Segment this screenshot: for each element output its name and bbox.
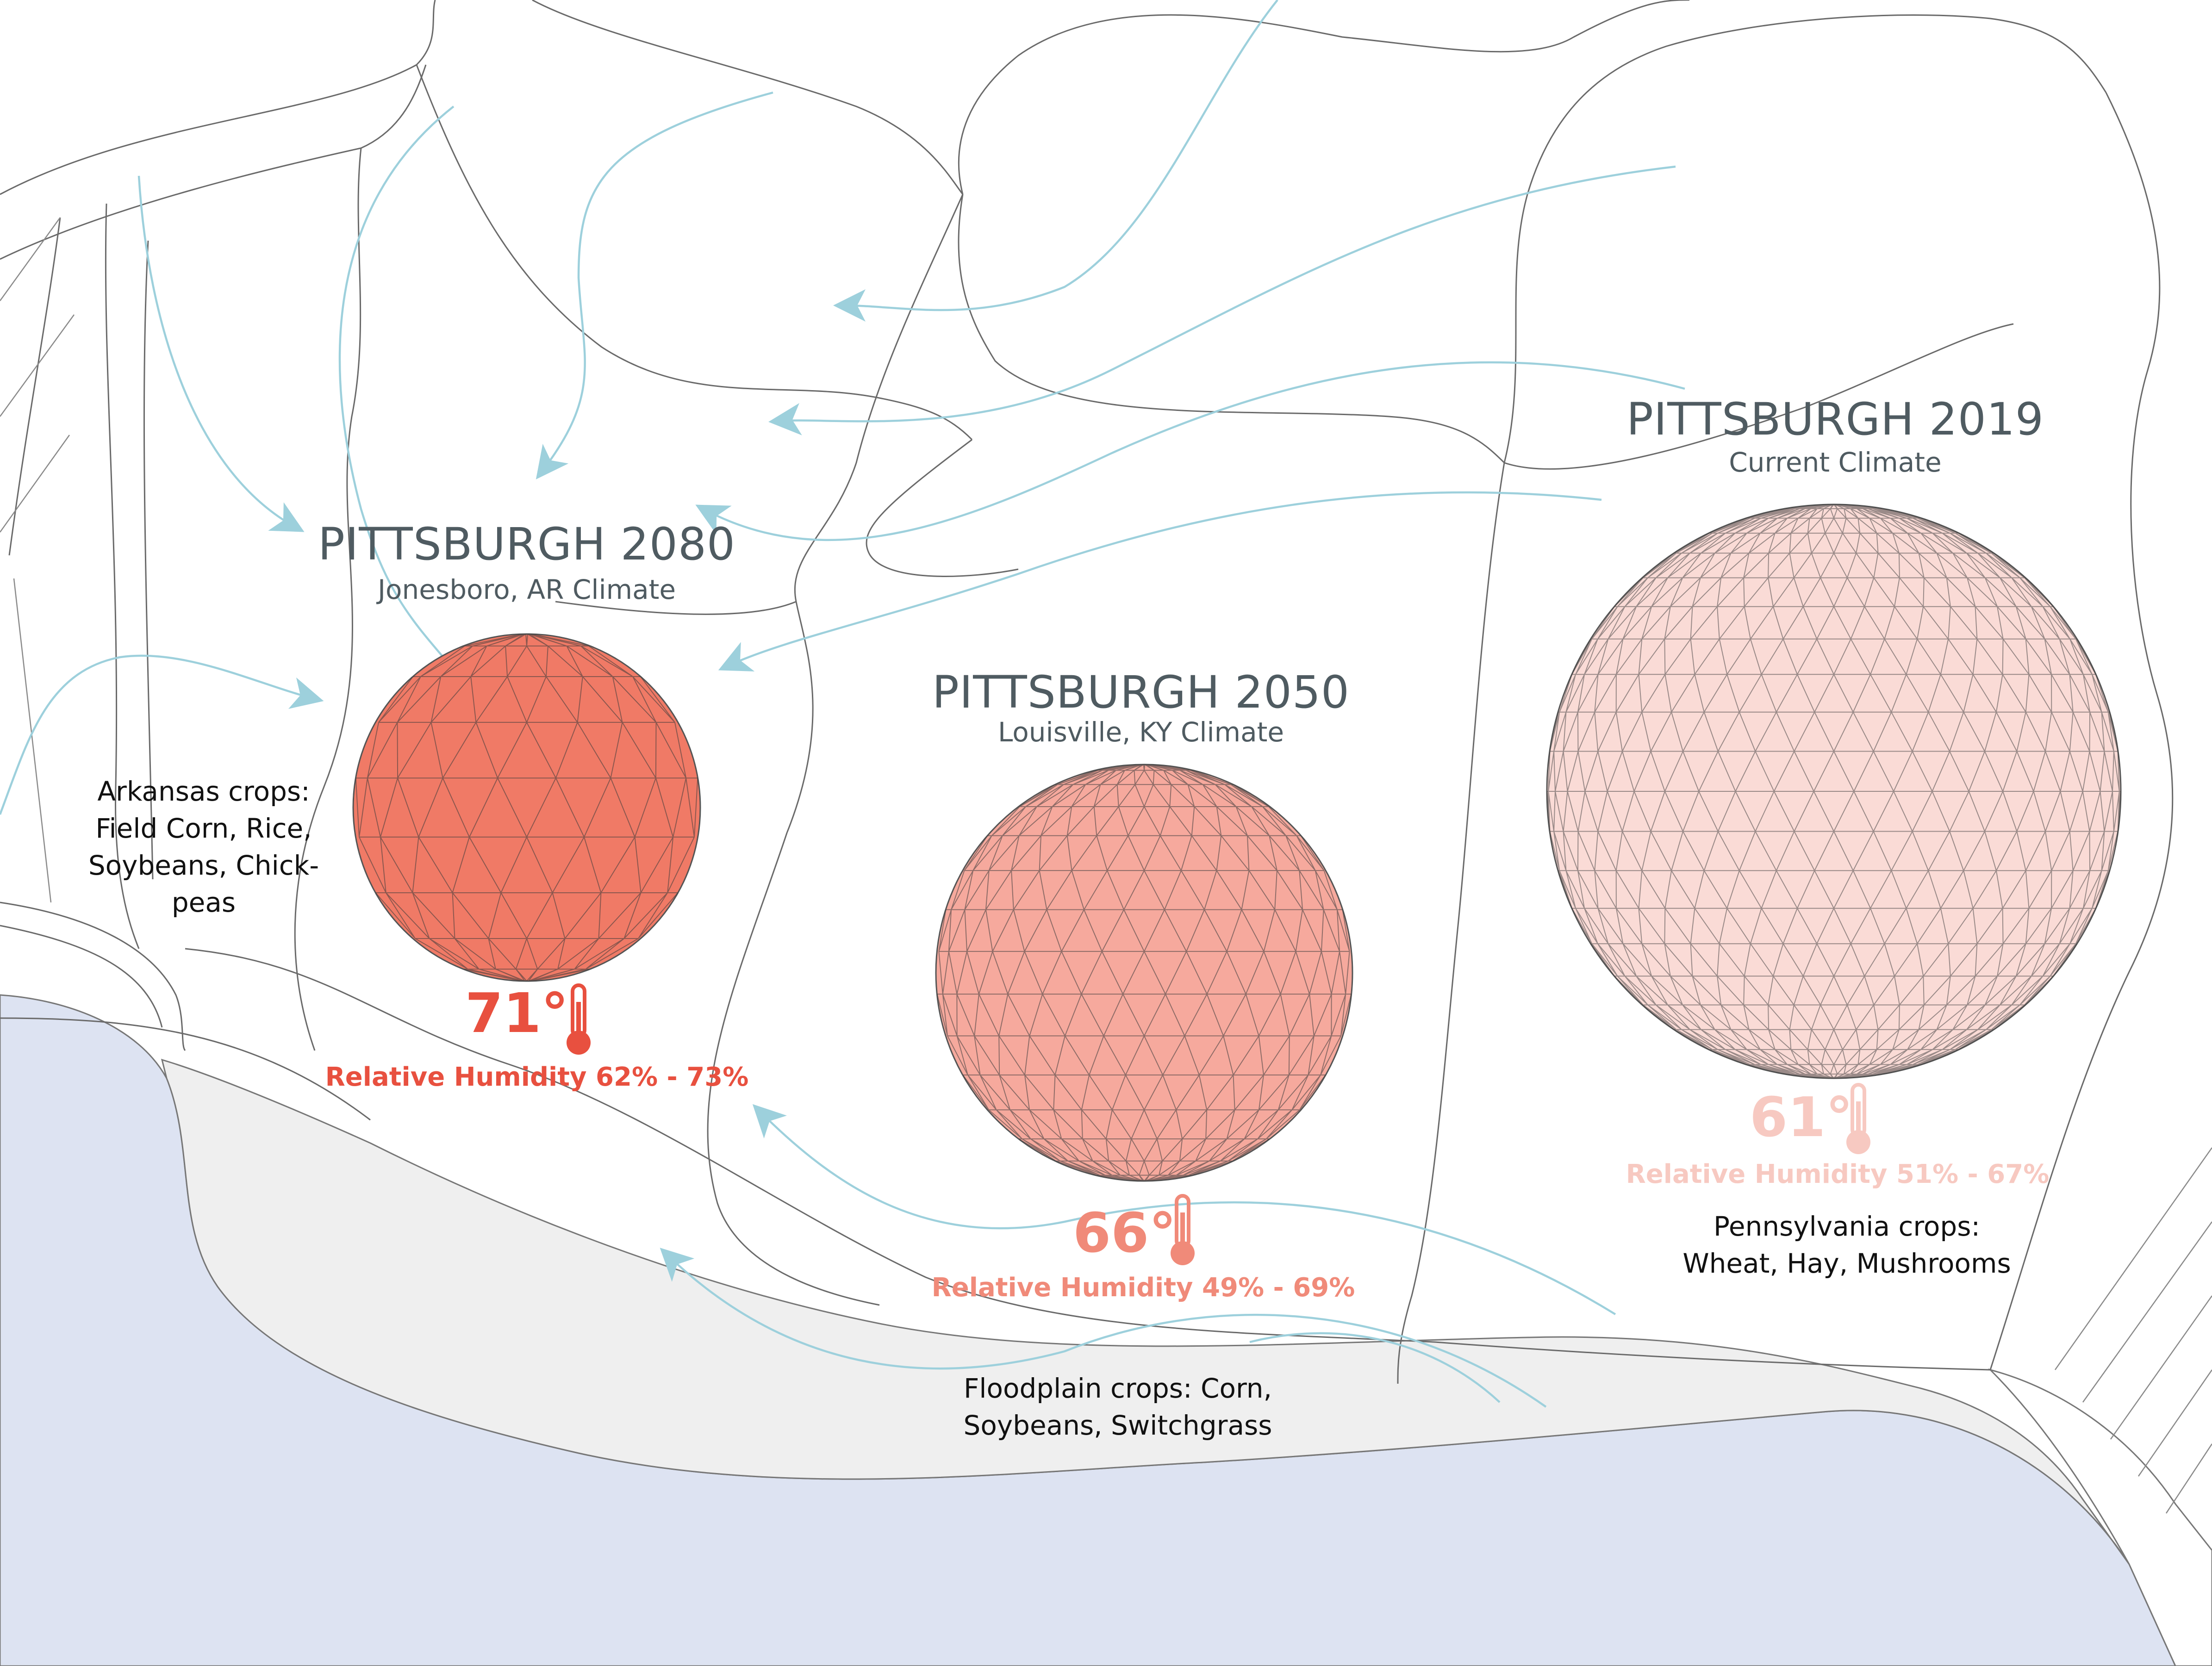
floodplain-crops-note: Floodplain crops: Corn, Soybeans, Switch…: [963, 1373, 1272, 1441]
dome-2050-temperature: 66°: [1073, 1201, 1177, 1265]
dome-2019-humidity: Relative Humidity 51% - 67%: [1626, 1159, 2050, 1189]
dome-2080-temperature: 71°: [465, 981, 569, 1045]
arkansas-crops-note: Arkansas crops: Field Corn, Rice, Soybea…: [88, 776, 319, 918]
wind-arrows: [0, 0, 1685, 1408]
floodplain: [161, 1058, 2130, 1565]
pennsylvania-crops-note: Pennsylvania crops: Wheat, Hay, Mushroom…: [1682, 1211, 2011, 1279]
dome-2050-subtitle: Louisville, KY Climate: [997, 716, 1284, 748]
wind-arrow-icon: [137, 175, 305, 532]
wind-arrow-icon: [536, 91, 773, 479]
dome-mesh: [355, 634, 698, 981]
wind-arrow-icon: [752, 1104, 1616, 1315]
dome-2019-title: PITTSBURGH 2019: [1626, 393, 2044, 445]
contour-lines: [0, 0, 2174, 1384]
geodesic-dome-icon: [352, 633, 701, 982]
geodesic-dome-icon: [1546, 504, 2122, 1079]
thermometer-icon: [567, 983, 591, 1055]
thermometer-icon: [1171, 1194, 1195, 1265]
wind-arrow-icon: [695, 361, 1685, 541]
geodesic-dome-icon: [935, 764, 1353, 1182]
dome-2019-temperature: 61°: [1750, 1085, 1853, 1149]
hatch-left: [0, 217, 75, 903]
dome-2019-subtitle: Current Climate: [1729, 447, 1942, 478]
dome-2080-subtitle: Jonesboro, AR Climate: [377, 574, 676, 605]
wind-arrow-icon: [768, 165, 1676, 435]
dome-2050-title: PITTSBURGH 2050: [932, 666, 1350, 718]
thermometer-icon: [1846, 1083, 1870, 1154]
wind-arrow-icon: [1249, 1332, 1501, 1403]
dome-2080-title: PITTSBURGH 2080: [318, 518, 735, 570]
wind-arrow-icon: [0, 654, 324, 815]
wind-arrow-icon: [833, 0, 1278, 322]
hatch-right: [2054, 1147, 2212, 1514]
wind-arrow-icon: [660, 1248, 1547, 1408]
wind-arrow-icon: [718, 491, 1602, 671]
wind-arrow-icon: [338, 106, 469, 688]
dome-2080-humidity: Relative Humidity 62% - 73%: [325, 1062, 749, 1092]
right-bank: [1988, 1368, 2212, 1666]
dome-2050-humidity: Relative Humidity 49% - 69%: [931, 1273, 1355, 1303]
